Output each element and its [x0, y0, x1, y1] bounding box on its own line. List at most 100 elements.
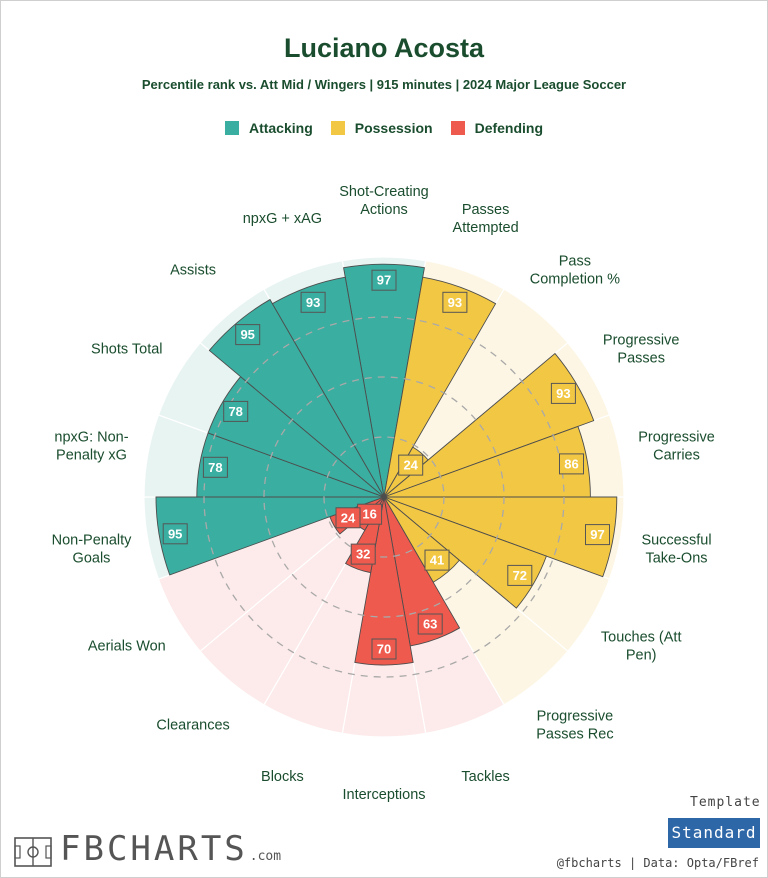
legend-label-defending: Defending [474, 120, 544, 136]
category-label-line: Passes Rec [536, 727, 613, 743]
category-label-line: Aerials Won [88, 639, 166, 655]
credits: @fbcharts | Data: Opta/FBref [556, 856, 759, 870]
category-label-line: Progressive [537, 709, 614, 725]
bar-assists [208, 298, 385, 498]
category-label-non-penalty-goals: Non-Penalty Goals [52, 533, 133, 567]
category-label-line: npxG: Non- [54, 429, 128, 445]
brand-name: FBCHARTS [60, 829, 248, 869]
chart-subtitle: Percentile rank vs. Att Mid / Wingers | … [141, 77, 627, 92]
category-label-pass-completion: Pass Completion % [530, 254, 620, 288]
category-label-assists: Assists [170, 263, 216, 279]
bar-npxg-xag [271, 276, 385, 498]
value-label-passes-attempted: 93 [448, 295, 462, 310]
value-badge-non-penalty-goals [162, 523, 188, 545]
template-badge: Standard [668, 818, 760, 848]
category-label-progressive-passes-rec: Progressive Passes Rec [536, 709, 613, 743]
value-label-successful-take-ons: 97 [590, 527, 604, 542]
legend-swatch-possession [330, 121, 345, 135]
category-label-line: Penalty xG [56, 447, 127, 463]
category-label-passes-attempted: Passes Attempted [453, 202, 519, 236]
category-label-tackles: Tackles [461, 769, 509, 785]
value-badge-successful-take-ons [585, 524, 610, 546]
category-label-line: Successful [641, 533, 711, 549]
bar-progressive-passes [383, 352, 595, 498]
category-label-line: Actions [360, 202, 408, 218]
bar-interceptions [354, 496, 414, 666]
category-label-line: Pass [559, 254, 591, 270]
value-label-clearances: 16 [362, 507, 376, 522]
value-label-pass-completion: 24 [403, 458, 418, 473]
category-label-successful-take-ons: Successful Take-Ons [641, 533, 711, 567]
value-label-progressive-carries: 86 [564, 456, 578, 471]
value-label-npxg-xag: 93 [306, 295, 320, 310]
value-badge-progressive-passes-rec [424, 549, 450, 571]
category-label-aerials-won: Aerials Won [88, 639, 166, 655]
legend-swatch-defending [450, 121, 465, 135]
grid-ring-50 [263, 376, 505, 618]
value-badge-tackles [417, 613, 443, 635]
value-badge-shot-creating-actions [371, 269, 397, 291]
legend-label-attacking: Attacking [248, 120, 313, 136]
value-badge-npxg-xag [300, 291, 326, 313]
category-label-line: Shot-Creating [339, 184, 428, 200]
category-label-line: Goals [73, 551, 111, 567]
grid-ring-25 [323, 436, 445, 558]
category-label-line: Completion % [530, 272, 620, 288]
category-label-line: Clearances [156, 718, 229, 734]
category-label-line: Carries [653, 447, 700, 463]
value-label-shot-creating-actions: 97 [377, 273, 391, 288]
category-label-line: Assists [170, 263, 216, 279]
value-badge-assists [235, 324, 261, 346]
category-label-clearances: Clearances [156, 718, 229, 734]
category-labels: Shot-Creating Actions Passes Attempted Pass C… [52, 184, 715, 803]
value-badge-pass-completion [398, 454, 424, 476]
value-label-npxg-non-penalty-xg: 78 [208, 460, 222, 475]
category-label-npxg-xag: npxG + xAG [243, 211, 322, 227]
value-labels: 97 93 24 93 86 97 72 41 63 70 32 16 24 95 78 78 95 93 [162, 269, 610, 660]
value-label-non-penalty-goals: 95 [168, 526, 182, 541]
chart-title: Luciano Acosta [283, 33, 485, 63]
category-label-line: Interceptions [342, 787, 425, 803]
value-badge-passes-attempted [442, 291, 468, 313]
category-label-shot-creating-actions: Shot-Creating Actions [339, 184, 428, 218]
value-badge-touches-att-pen [507, 564, 533, 586]
category-label-line: Progressive [638, 429, 715, 445]
pitch-logo-icon [14, 837, 52, 867]
value-badge-blocks [350, 543, 376, 565]
grid-ring-75 [203, 316, 565, 678]
category-label-line: Take-Ons [645, 551, 707, 567]
category-label-touches-att-pen: Touches (Att Pen) [601, 630, 682, 664]
value-badge-aerials-won [335, 507, 361, 529]
value-badge-npxg-non-penalty-xg [202, 456, 228, 478]
legend-item-defending: Defending [450, 120, 544, 136]
value-label-shots-total: 78 [228, 404, 242, 419]
legend-item-attacking: Attacking [224, 120, 313, 136]
legend: Attacking Possession Defending [0, 120, 768, 136]
value-label-progressive-passes-rec: 41 [430, 553, 444, 568]
value-badge-interceptions [371, 638, 397, 660]
bar-passes-attempted [383, 276, 497, 498]
category-label-line: Touches (Att [601, 630, 682, 646]
legend-label-possession: Possession [354, 120, 433, 136]
category-label-line: Shots Total [91, 342, 162, 358]
bar-touches-att-pen [383, 496, 547, 609]
category-label-progressive-passes: Progressive Passes [603, 333, 680, 367]
category-label-interceptions: Interceptions [342, 787, 425, 803]
category-label-blocks: Blocks [261, 769, 304, 785]
value-label-progressive-passes: 93 [556, 386, 570, 401]
value-badge-progressive-carries [559, 453, 584, 475]
value-label-assists: 95 [240, 327, 254, 342]
legend-item-possession: Possession [330, 120, 433, 136]
value-label-aerials-won: 24 [341, 510, 356, 525]
brand: FBCHARTS .com [14, 831, 281, 867]
value-label-blocks: 32 [356, 547, 370, 562]
category-label-line: Non-Penalty [52, 533, 133, 549]
category-label-line: Passes [462, 202, 510, 218]
category-label-line: Tackles [461, 769, 509, 785]
value-badge-shots-total [223, 400, 249, 422]
category-label-line: Progressive [603, 333, 680, 349]
value-label-touches-att-pen: 72 [513, 568, 527, 583]
category-label-line: npxG + xAG [243, 211, 322, 227]
bar-non-penalty-goals [155, 496, 385, 576]
